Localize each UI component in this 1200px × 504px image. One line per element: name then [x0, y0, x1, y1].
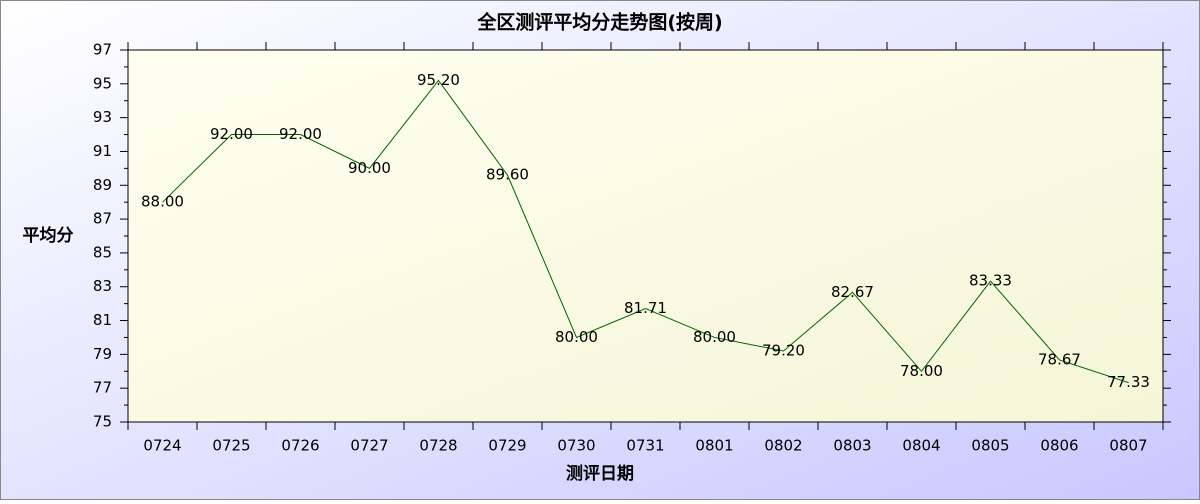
data-label: 80.00 — [555, 328, 598, 346]
x-tick-label: 0804 — [902, 437, 940, 455]
y-tick-label: 93 — [93, 108, 112, 126]
data-label: 89.60 — [486, 166, 529, 184]
x-tick-label: 0727 — [350, 437, 388, 455]
data-label: 92.00 — [279, 125, 322, 143]
y-tick-label: 81 — [93, 311, 112, 329]
data-label: 80.00 — [693, 328, 736, 346]
data-label: 82.67 — [831, 283, 874, 301]
x-tick-label: 0801 — [695, 437, 733, 455]
x-tick-label: 0807 — [1109, 437, 1147, 455]
data-label: 83.33 — [969, 272, 1012, 290]
y-tick-label: 79 — [93, 345, 112, 363]
data-label: 77.33 — [1107, 373, 1150, 391]
data-label: 90.00 — [348, 159, 391, 177]
y-tick-label: 87 — [93, 210, 112, 228]
chart-title: 全区测评平均分走势图(按周) — [476, 11, 722, 34]
x-tick-label: 0729 — [488, 437, 526, 455]
plot-area — [127, 49, 1164, 423]
data-label: 92.00 — [210, 125, 253, 143]
x-tick-label: 0725 — [212, 437, 250, 455]
x-tick-label: 0728 — [419, 437, 457, 455]
y-axis-title: 平均分 — [23, 225, 74, 246]
x-tick-label: 0805 — [971, 437, 1009, 455]
x-tick-label: 0730 — [557, 437, 595, 455]
series-line — [162, 79, 1129, 384]
y-tick-label: 75 — [93, 413, 112, 431]
x-tick-label: 0802 — [764, 437, 802, 455]
y-tick-label: 85 — [93, 243, 112, 261]
data-label: 78.67 — [1038, 350, 1081, 368]
data-label: 81.71 — [624, 299, 667, 317]
y-tick-label: 95 — [93, 74, 112, 92]
x-tick-label: 0726 — [281, 437, 319, 455]
data-label: 79.20 — [762, 341, 805, 359]
y-tick-label: 91 — [93, 142, 112, 160]
x-tick-label: 0803 — [833, 437, 871, 455]
data-label: 88.00 — [141, 193, 184, 211]
x-axis-title: 测评日期 — [566, 463, 634, 484]
y-tick-label: 89 — [93, 176, 112, 194]
data-label: 95.20 — [417, 71, 460, 89]
data-label: 78.00 — [900, 362, 943, 380]
x-tick-label: 0731 — [626, 437, 664, 455]
y-tick-label: 97 — [93, 41, 112, 59]
x-tick-label: 0806 — [1040, 437, 1078, 455]
y-tick-label: 83 — [93, 277, 112, 295]
y-tick-label: 77 — [93, 379, 112, 397]
x-tick-label: 0724 — [143, 437, 181, 455]
